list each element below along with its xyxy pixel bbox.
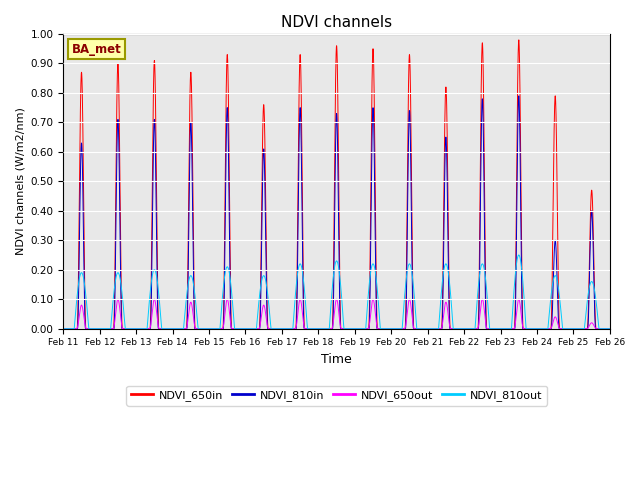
NDVI_810in: [606, 326, 614, 332]
NDVI_810in: [515, 93, 523, 99]
NDVI_650out: [171, 326, 179, 332]
NDVI_810out: [490, 326, 497, 332]
NDVI_810in: [264, 326, 272, 332]
NDVI_650in: [264, 325, 272, 331]
NDVI_810out: [264, 293, 272, 299]
X-axis label: Time: Time: [321, 353, 352, 366]
NDVI_650in: [606, 326, 614, 332]
NDVI_810in: [60, 326, 67, 332]
NDVI_650out: [60, 326, 67, 332]
NDVI_810in: [177, 326, 184, 332]
NDVI_810in: [171, 326, 179, 332]
Line: NDVI_650out: NDVI_650out: [63, 299, 610, 329]
Line: NDVI_650in: NDVI_650in: [63, 40, 610, 329]
NDVI_650out: [604, 326, 612, 332]
NDVI_650out: [114, 296, 122, 302]
NDVI_810out: [412, 314, 420, 320]
Text: BA_met: BA_met: [72, 43, 121, 56]
Title: NDVI channels: NDVI channels: [281, 15, 392, 30]
NDVI_810out: [606, 326, 614, 332]
NDVI_650in: [171, 326, 179, 332]
Line: NDVI_810out: NDVI_810out: [63, 255, 610, 329]
NDVI_810out: [177, 326, 184, 332]
NDVI_810in: [604, 326, 612, 332]
NDVI_810out: [60, 326, 67, 332]
NDVI_810out: [515, 252, 523, 258]
NDVI_650in: [604, 326, 612, 332]
NDVI_650out: [606, 326, 614, 332]
NDVI_650in: [515, 37, 523, 43]
Line: NDVI_810in: NDVI_810in: [63, 96, 610, 329]
NDVI_650in: [412, 326, 420, 332]
NDVI_650out: [177, 326, 184, 332]
NDVI_650in: [177, 326, 184, 332]
NDVI_650in: [490, 326, 497, 332]
Y-axis label: NDVI channels (W/m2/nm): NDVI channels (W/m2/nm): [15, 108, 25, 255]
NDVI_650in: [60, 326, 67, 332]
NDVI_810out: [171, 326, 179, 332]
NDVI_650out: [412, 326, 420, 332]
NDVI_810out: [604, 326, 612, 332]
NDVI_650out: [264, 325, 272, 331]
Legend: NDVI_650in, NDVI_810in, NDVI_650out, NDVI_810out: NDVI_650in, NDVI_810in, NDVI_650out, NDV…: [126, 386, 547, 406]
NDVI_810in: [412, 326, 420, 332]
NDVI_650out: [490, 326, 497, 332]
NDVI_810in: [490, 326, 497, 332]
